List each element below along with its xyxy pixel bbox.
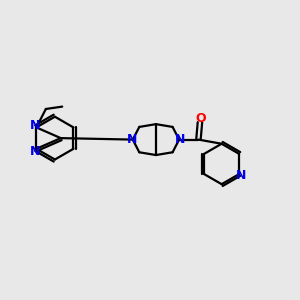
Text: N: N <box>127 133 137 146</box>
Text: N: N <box>30 118 40 131</box>
Text: N: N <box>236 169 247 182</box>
Text: N: N <box>30 145 40 158</box>
Text: O: O <box>195 112 206 125</box>
Text: N: N <box>175 133 185 146</box>
